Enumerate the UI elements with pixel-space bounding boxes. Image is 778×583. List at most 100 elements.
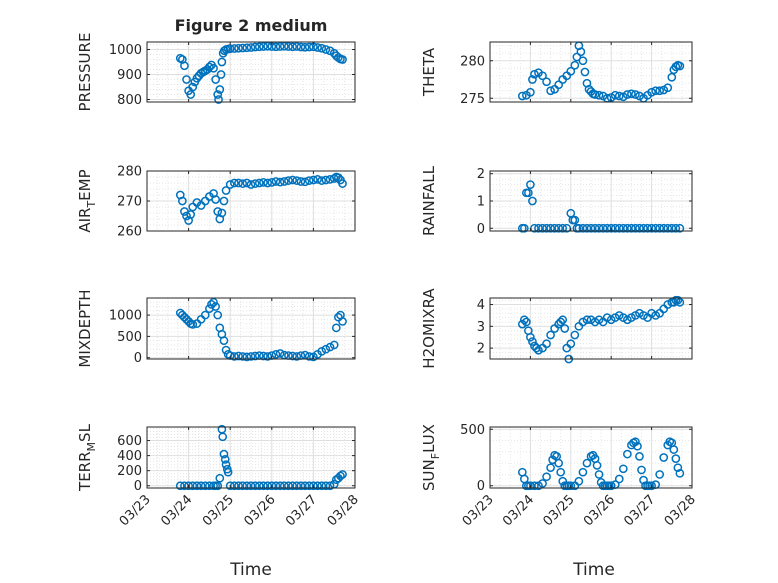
data-point: [182, 211, 191, 221]
data-point: [655, 470, 665, 479]
data-point: [623, 449, 632, 459]
data-point: [614, 474, 624, 484]
data-point: [238, 43, 248, 53]
data-point: [238, 352, 248, 361]
y-tick-label: 0: [134, 479, 142, 494]
series-markers: [517, 41, 685, 103]
data-point: [329, 340, 339, 350]
data-point: [594, 223, 604, 233]
data-point: [246, 180, 256, 189]
y-tick-label: 500: [117, 330, 142, 345]
data-point: [275, 42, 285, 51]
data-point: [558, 315, 568, 325]
data-point: [606, 223, 616, 233]
data-point: [242, 178, 252, 188]
data-point: [647, 481, 656, 491]
data-point: [673, 295, 683, 305]
data-point: [338, 470, 347, 479]
data-point: [578, 467, 588, 477]
data-point: [669, 445, 679, 454]
data-point: [220, 455, 230, 464]
data-point: [213, 481, 223, 491]
data-point: [554, 80, 564, 90]
data-point: [633, 441, 642, 451]
data-point: [246, 481, 256, 491]
data-point: [528, 337, 537, 346]
data-point: [635, 452, 644, 461]
grid-lines: [146, 298, 356, 359]
data-point: [556, 317, 566, 327]
data-point: [594, 470, 604, 479]
data-point: [570, 330, 580, 340]
series-markers: [175, 297, 347, 362]
data-point: [292, 352, 302, 361]
data-point: [211, 302, 220, 311]
y-tick-label: 260: [117, 225, 142, 240]
data-point: [558, 223, 568, 233]
data-point: [574, 476, 584, 486]
series-markers: [175, 172, 347, 225]
axes-frame: [146, 297, 356, 360]
data-point: [671, 62, 681, 72]
data-point: [250, 481, 260, 491]
data-point: [639, 475, 648, 485]
axes-frame: [146, 41, 356, 103]
data-point: [317, 346, 327, 356]
data-point: [631, 437, 640, 447]
data-point: [582, 315, 592, 325]
y-tick-label: 500: [460, 423, 485, 438]
data-point: [526, 481, 535, 491]
data-point: [209, 63, 218, 73]
data-point: [209, 297, 218, 307]
y-tick-label: 1000: [109, 43, 142, 58]
data-point: [546, 330, 555, 340]
data-point: [554, 223, 564, 233]
data-point: [300, 42, 310, 52]
data-point: [517, 91, 527, 101]
data-point: [221, 460, 231, 470]
data-point: [259, 42, 268, 51]
data-point: [582, 458, 592, 468]
data-point: [336, 471, 345, 481]
y-axis-label: SUNFLUX: [420, 424, 442, 491]
y-axis-label: TERRMSL: [76, 423, 98, 492]
data-point: [675, 223, 685, 233]
data-point: [566, 481, 576, 491]
data-point: [519, 223, 529, 233]
y-axis-label: PRESSURE: [76, 33, 94, 112]
data-point: [288, 175, 297, 185]
data-point: [225, 180, 235, 189]
data-point: [250, 351, 260, 361]
data-point: [309, 481, 318, 491]
series-markers: [517, 180, 685, 233]
data-point: [175, 481, 185, 491]
data-point: [263, 41, 272, 51]
data-point: [659, 453, 669, 462]
series-markers: [175, 424, 347, 491]
data-point: [188, 320, 198, 329]
data-point: [263, 481, 272, 491]
data-point: [590, 90, 600, 99]
data-point: [338, 55, 347, 64]
y-tick-label: 200: [117, 464, 142, 479]
data-point: [647, 87, 656, 97]
data-point: [271, 177, 281, 186]
data-point: [542, 77, 551, 87]
data-point: [284, 481, 293, 491]
data-point: [524, 188, 533, 198]
data-point: [530, 69, 539, 79]
data-point: [242, 352, 252, 362]
data-point: [631, 223, 640, 233]
data-point: [578, 223, 588, 233]
series-markers: [517, 437, 685, 491]
data-point: [205, 481, 214, 491]
data-point: [618, 464, 628, 474]
y-tick-label: 0: [477, 479, 485, 494]
data-point: [631, 90, 640, 99]
y-tick-label: 600: [117, 434, 142, 449]
series-markers: [517, 295, 685, 364]
data-point: [651, 86, 660, 96]
data-point: [275, 349, 285, 358]
data-point: [217, 57, 227, 67]
